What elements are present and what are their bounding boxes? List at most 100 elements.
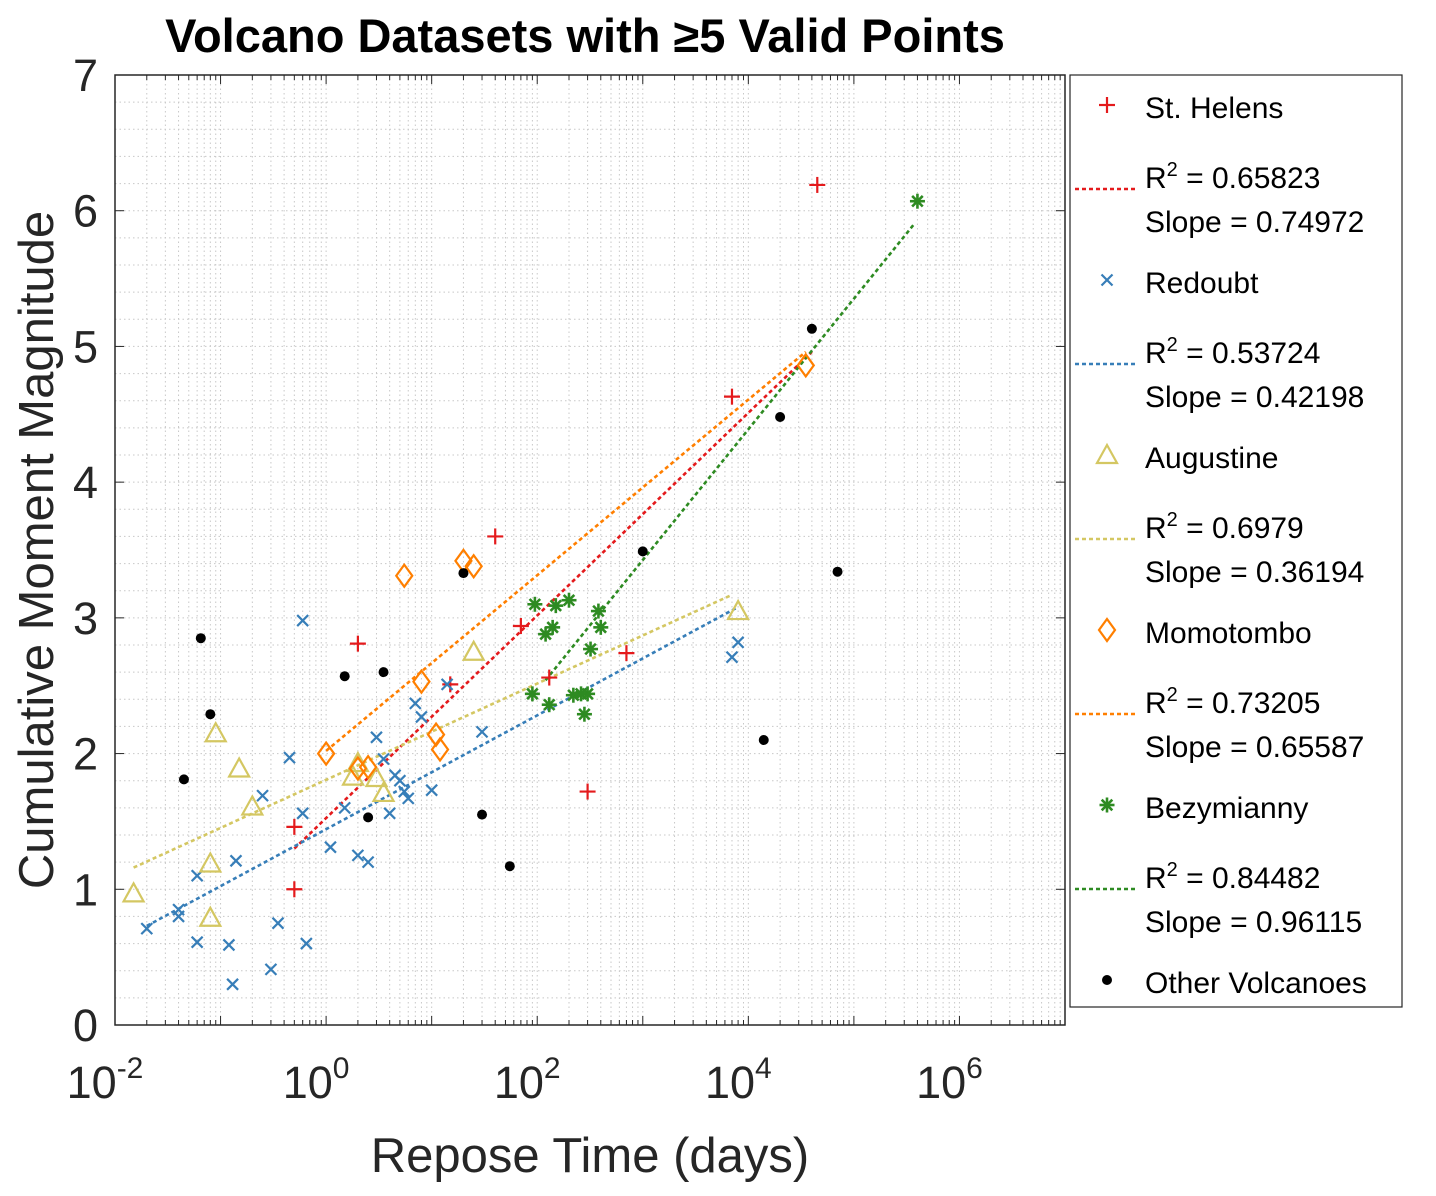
point-augustine (341, 764, 365, 786)
x-axis-label: Repose Time (days) (371, 1129, 809, 1183)
point-augustine (198, 851, 223, 873)
x-tick-label: 102 (494, 1052, 561, 1108)
point-redoubt (140, 922, 154, 935)
point-momotombo (394, 562, 414, 589)
legend-r2-redoubt: R2 = 0.53724 (1145, 334, 1320, 370)
minor-grid (115, 75, 1065, 1025)
legend-slope-redoubt: Slope = 0.42198 (1145, 381, 1364, 414)
x-tick-label: 10-2 (67, 1052, 144, 1108)
point-other-volcanoes (637, 546, 648, 557)
legend-marker-other-volcanoes (1102, 975, 1112, 985)
point-momotombo (464, 553, 484, 580)
point-other-volcanoes (195, 633, 206, 644)
point-other-volcanoes (205, 709, 216, 720)
point-momotombo (412, 668, 431, 695)
x-tick-exponent: 0 (333, 1052, 350, 1085)
legend-label-st-helens: St. Helens (1145, 92, 1283, 125)
legend-label-other-volcanoes: Other Volcanoes (1145, 967, 1367, 1000)
y-tick-label: 0 (73, 1000, 98, 1051)
x-tick-exponent: 6 (966, 1052, 983, 1085)
point-redoubt (271, 916, 285, 930)
point-redoubt (300, 937, 313, 950)
point-bezymianny (583, 641, 599, 657)
x-tick-exponent: 2 (544, 1052, 561, 1085)
x-tick-base: 10 (494, 1057, 544, 1108)
y-tick-label: 5 (73, 321, 98, 372)
point-redoubt (361, 855, 375, 869)
point-redoubt (377, 752, 390, 766)
point-st-helens (809, 176, 826, 193)
point-augustine (726, 598, 750, 621)
x-tick-label: 106 (916, 1052, 983, 1108)
legend-r2-augustine: R2 = 0.6979 (1145, 509, 1304, 545)
point-st-helens (541, 669, 558, 686)
point-redoubt (731, 636, 745, 649)
y-tick-label: 1 (73, 864, 98, 915)
point-momotombo (430, 736, 450, 763)
point-bezymianny (541, 697, 557, 713)
x-tick-exponent: 4 (755, 1052, 772, 1085)
point-momotombo (358, 754, 378, 781)
fit-line-momotombo (325, 350, 807, 752)
x-tick-exponent: -2 (117, 1052, 144, 1085)
x-tick-base: 10 (705, 1057, 755, 1108)
point-other-volcanoes (504, 861, 515, 872)
legend-label-redoubt: Redoubt (1145, 267, 1259, 300)
y-axis-label: Cumulative Moment Magnitude (10, 211, 64, 889)
legend-r2-st-helens: R2 = 0.65823 (1145, 159, 1320, 195)
point-redoubt (283, 751, 296, 764)
x-tick-base: 10 (916, 1057, 966, 1108)
x-tick-label: 100 (283, 1052, 350, 1108)
data-markers (121, 176, 925, 991)
point-redoubt (415, 710, 428, 724)
plot-area-frame (114, 74, 1066, 1026)
chart-title: Volcano Datasets with ≥5 Valid Points (165, 9, 1005, 62)
point-other-volcanoes (775, 412, 786, 422)
point-redoubt (296, 807, 309, 820)
point-bezymianny (909, 193, 925, 209)
point-st-helens (286, 818, 303, 835)
point-redoubt (351, 849, 365, 862)
point-momotombo (316, 740, 336, 767)
point-augustine (227, 756, 252, 778)
point-bezymianny (561, 592, 577, 608)
point-st-helens (579, 783, 596, 800)
legend-marker-st-helens (1099, 97, 1115, 113)
point-momotombo (348, 755, 368, 782)
point-redoubt (475, 725, 489, 739)
point-st-helens (618, 645, 635, 662)
legend-slope-momotombo: Slope = 0.65587 (1145, 731, 1364, 764)
point-momotombo (796, 352, 816, 379)
point-bezymianny (593, 619, 609, 635)
point-other-volcanoes (832, 566, 843, 577)
point-other-volcanoes (477, 809, 488, 820)
legend-box (1069, 74, 1403, 1008)
y-tick-label: 4 (73, 457, 98, 508)
point-redoubt (226, 978, 239, 991)
legend-r2-momotombo: R2 = 0.73205 (1145, 684, 1320, 720)
legend-slope-st-helens: Slope = 0.74972 (1145, 206, 1364, 239)
fit-line-augustine (133, 593, 733, 869)
point-redoubt (338, 801, 351, 815)
point-st-helens (723, 388, 740, 405)
point-other-volcanoes (458, 568, 469, 579)
legend: St. Helens R2 = 0.65823 Slope = 0.74972 Red… (1069, 74, 1403, 1008)
point-st-helens (487, 528, 504, 545)
point-redoubt (172, 903, 185, 916)
legend-r2-bezymianny: R2 = 0.84482 (1145, 859, 1320, 895)
fit-line-st-helens (293, 350, 813, 850)
point-bezymianny (545, 619, 561, 635)
point-other-volcanoes (806, 323, 817, 334)
point-redoubt (229, 854, 243, 868)
point-bezymianny (548, 598, 564, 614)
point-bezymianny (576, 706, 592, 722)
x-tick-base: 10 (67, 1057, 117, 1108)
x-tick-label: 104 (705, 1052, 772, 1108)
point-redoubt (296, 614, 309, 627)
point-bezymianny (527, 596, 543, 612)
point-redoubt (264, 963, 278, 976)
y-tick-label: 7 (73, 50, 98, 101)
y-tick-label: 6 (73, 186, 98, 237)
